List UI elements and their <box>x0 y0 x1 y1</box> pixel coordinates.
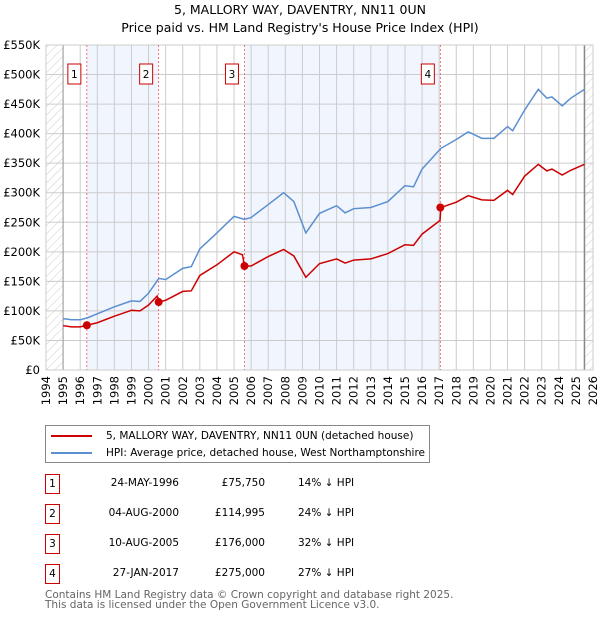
sales-row: 1 24-MAY-1996 £75,750 14% ↓ HPI <box>45 474 445 494</box>
sale-price: £176,000 <box>214 537 265 549</box>
sale-number: 3 <box>45 534 60 554</box>
x-tick-label: 2012 <box>347 376 361 405</box>
chart-title: 5, MALLORY WAY, DAVENTRY, NN11 0UN <box>174 2 426 17</box>
sale-label-box <box>420 63 435 85</box>
x-tick-label: 1998 <box>107 376 121 405</box>
y-tick-label: £400K <box>3 127 40 141</box>
sale-number: 4 <box>45 564 60 584</box>
sale-number: 1 <box>45 474 60 494</box>
sale-price: £275,000 <box>214 567 265 579</box>
sale-hpi-diff: 24% ↓ HPI <box>298 507 355 519</box>
chart-subtitle: Price paid vs. HM Land Registry's House … <box>121 20 479 35</box>
footer-licence: This data is licensed under the Open Gov… <box>45 599 380 611</box>
legend-swatch-blue <box>51 452 92 454</box>
sale-label-number: 2 <box>143 69 150 81</box>
sales-row: 4 27-JAN-2017 £275,000 27% ↓ HPI <box>45 564 445 584</box>
x-tick-label: 2025 <box>569 376 583 405</box>
x-tick-label: 2000 <box>142 376 156 405</box>
sale-point <box>240 262 249 270</box>
x-tick-label: 2003 <box>193 376 207 405</box>
x-tick-label: 2010 <box>313 376 327 405</box>
sale-price: £75,750 <box>221 477 265 489</box>
legend-item-hpi: HPI: Average price, detached house, West… <box>46 445 425 461</box>
y-tick-label: £300K <box>3 186 40 200</box>
y-tick-label: £500K <box>3 68 40 82</box>
sale-hpi-diff: 27% ↓ HPI <box>298 567 355 579</box>
legend-label: 5, MALLORY WAY, DAVENTRY, NN11 0UN (deta… <box>106 430 414 442</box>
sales-row: 2 04-AUG-2000 £114,995 24% ↓ HPI <box>45 504 445 524</box>
x-tick-label: 2009 <box>295 376 309 405</box>
plot-border <box>45 44 594 371</box>
x-tick-label: 2026 <box>586 376 600 405</box>
x-tick-label: 2016 <box>415 376 429 405</box>
sale-price: £114,995 <box>214 507 265 519</box>
footer-copyright: Contains HM Land Registry data © Crown c… <box>45 589 454 601</box>
sales-row: 3 10-AUG-2005 £176,000 32% ↓ HPI <box>45 534 445 554</box>
ownership-shade <box>86 45 159 370</box>
sale-label-box <box>139 63 154 85</box>
price-chart: 1994 1995 1996 1997 1998 1999 2000 2001 2002 2003… <box>3 38 600 405</box>
x-tick-label: 2007 <box>261 376 275 405</box>
x-tick-label: 2002 <box>176 376 190 405</box>
legend-swatch-red <box>51 435 92 437</box>
x-tick-label: 1996 <box>73 376 87 405</box>
x-tick-label: 1994 <box>39 376 53 405</box>
legend: 5, MALLORY WAY, DAVENTRY, NN11 0UN (deta… <box>45 425 430 463</box>
sale-point <box>154 298 163 307</box>
x-tick-label: 2001 <box>159 376 173 405</box>
sale-label-box <box>67 63 82 85</box>
no-data-hatch-right <box>584 45 593 370</box>
y-tick-label: £200K <box>3 245 40 259</box>
y-tick-label: £450K <box>3 97 40 111</box>
y-tick-label: £0 <box>25 363 40 377</box>
x-tick-label: 2019 <box>466 376 480 405</box>
legend-item-property: 5, MALLORY WAY, DAVENTRY, NN11 0UN (deta… <box>46 428 413 444</box>
sale-label-number: 1 <box>71 69 78 81</box>
sale-label-box <box>224 63 239 85</box>
sale-label-number: 3 <box>229 69 236 81</box>
price-paid-line <box>62 163 585 328</box>
x-tick-label: 2006 <box>244 376 258 405</box>
x-tick-label: 2015 <box>398 376 412 405</box>
x-tick-label: 2024 <box>552 376 566 405</box>
hpi-line <box>62 88 585 321</box>
y-tick-label: £50K <box>11 333 41 347</box>
ownership-shade <box>244 45 441 370</box>
y-tick-label: £550K <box>3 38 40 52</box>
x-tick-label: 2017 <box>432 376 446 405</box>
sale-date: 24-MAY-1996 <box>110 477 179 489</box>
sale-date: 04-AUG-2000 <box>108 507 179 519</box>
x-tick-label: 2011 <box>330 376 344 405</box>
y-tick-label: £100K <box>3 304 40 318</box>
x-tick-label: 2014 <box>381 376 395 405</box>
x-tick-label: 2008 <box>278 376 292 405</box>
x-tick-label: 2021 <box>501 376 515 405</box>
sale-point <box>82 321 91 330</box>
sale-date: 27-JAN-2017 <box>112 567 179 579</box>
x-tick-label: 2004 <box>210 376 224 405</box>
sale-date: 10-AUG-2005 <box>108 537 179 549</box>
sale-hpi-diff: 32% ↓ HPI <box>298 537 355 549</box>
sale-hpi-diff: 14% ↓ HPI <box>298 477 355 489</box>
sale-label-number: 4 <box>425 69 432 81</box>
legend-label: HPI: Average price, detached house, West… <box>106 447 425 459</box>
x-tick-label: 2018 <box>449 376 463 405</box>
x-tick-label: 1999 <box>124 376 138 405</box>
sale-point <box>436 203 445 212</box>
x-tick-label: 2020 <box>483 376 497 405</box>
x-tick-label: 2005 <box>227 376 241 405</box>
x-tick-label: 2023 <box>535 376 549 405</box>
sale-number: 2 <box>45 504 60 524</box>
y-tick-label: £150K <box>3 274 40 288</box>
x-tick-label: 2013 <box>364 376 378 405</box>
x-tick-label: 1997 <box>90 376 104 405</box>
y-tick-label: £250K <box>3 215 40 229</box>
x-tick-label: 1995 <box>56 376 70 405</box>
x-tick-label: 2022 <box>518 376 532 405</box>
no-data-hatch-left <box>46 45 64 370</box>
y-tick-label: £350K <box>3 156 40 170</box>
